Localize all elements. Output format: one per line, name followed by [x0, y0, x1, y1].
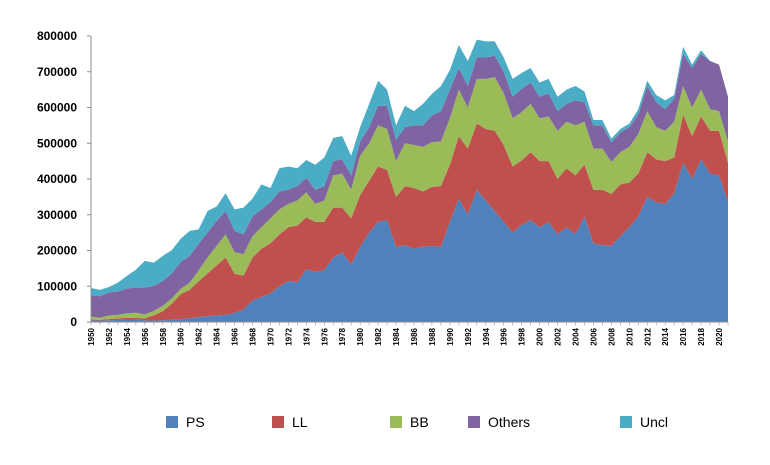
- legend-swatch-ll: [272, 416, 284, 428]
- area-layer: [91, 39, 728, 322]
- x-tick-label: 1970: [266, 327, 275, 345]
- x-tick-label: 1986: [410, 327, 419, 345]
- x-tick-label: 2014: [661, 327, 670, 345]
- x-tick-label: 1974: [302, 327, 311, 345]
- legend-swatch-others: [468, 416, 480, 428]
- x-tick-label: 1952: [105, 327, 114, 345]
- y-tick-label: 200000: [37, 244, 77, 258]
- area-uncl: [91, 39, 728, 297]
- axes-layer: 0 100000 200000 300000 400000 500000 600000 700…: [37, 29, 729, 346]
- x-tick-label: 2004: [571, 327, 580, 345]
- y-tick-label: 800000: [37, 29, 77, 43]
- area-others: [91, 53, 728, 318]
- legend-swatch-uncl: [620, 416, 632, 428]
- legend: PS LL BB Others Uncl: [166, 414, 668, 430]
- x-tick-label: 1960: [177, 327, 186, 345]
- x-tick-label: 2016: [679, 327, 688, 345]
- x-tick-label: 1988: [428, 327, 437, 345]
- x-tick-label: 1972: [284, 327, 293, 345]
- y-tick-label: 100000: [37, 279, 77, 293]
- y-tick-label: 600000: [37, 101, 77, 115]
- x-tick-label: 1964: [213, 327, 222, 345]
- x-tick-label: 2008: [607, 327, 616, 345]
- x-tick-label: 2010: [625, 327, 634, 345]
- x-tick-label: 2012: [643, 327, 652, 345]
- y-tick-label: 300000: [37, 208, 77, 222]
- y-tick-label: 0: [70, 315, 77, 329]
- y-tick-label: 500000: [37, 136, 77, 150]
- x-tick-label: 1992: [464, 327, 473, 345]
- y-tick-label: 700000: [37, 65, 77, 79]
- x-tick-label: 1950: [87, 327, 96, 345]
- x-tick-label: 1996: [500, 327, 509, 345]
- legend-label-ll: LL: [292, 414, 308, 430]
- x-tick-label: 1956: [141, 327, 150, 345]
- x-tick-label: 1966: [231, 327, 240, 345]
- area-bb: [91, 77, 728, 320]
- area-ll: [91, 114, 728, 321]
- x-tick-label: 2002: [554, 327, 563, 345]
- x-tick-label: 2006: [589, 327, 598, 345]
- x-tick-label: 1990: [446, 327, 455, 345]
- x-tick-label: 1984: [392, 327, 401, 345]
- y-tick-label: 400000: [37, 172, 77, 186]
- x-tick-label: 2020: [715, 327, 724, 345]
- x-tick-label: 1968: [248, 327, 257, 345]
- x-tick-label: 2000: [536, 327, 545, 345]
- x-tick-label: 1976: [320, 327, 329, 345]
- x-tick-label: 1982: [374, 327, 383, 345]
- legend-label-bb: BB: [410, 414, 429, 430]
- x-tick-label: 2018: [697, 327, 706, 345]
- x-tick-label: 1994: [482, 327, 491, 345]
- x-tick-label: 1954: [123, 327, 132, 345]
- legend-swatch-bb: [390, 416, 402, 428]
- area-ps: [91, 159, 728, 322]
- x-tick-label: 1978: [338, 327, 347, 345]
- x-tick-label: 1980: [356, 327, 365, 345]
- legend-swatch-ps: [166, 416, 178, 428]
- legend-label-ps: PS: [186, 414, 205, 430]
- x-tick-label: 1958: [159, 327, 168, 345]
- x-tick-label: 1998: [518, 327, 527, 345]
- legend-label-uncl: Uncl: [640, 414, 668, 430]
- legend-label-others: Others: [488, 414, 530, 430]
- x-tick-label: 1962: [195, 327, 204, 345]
